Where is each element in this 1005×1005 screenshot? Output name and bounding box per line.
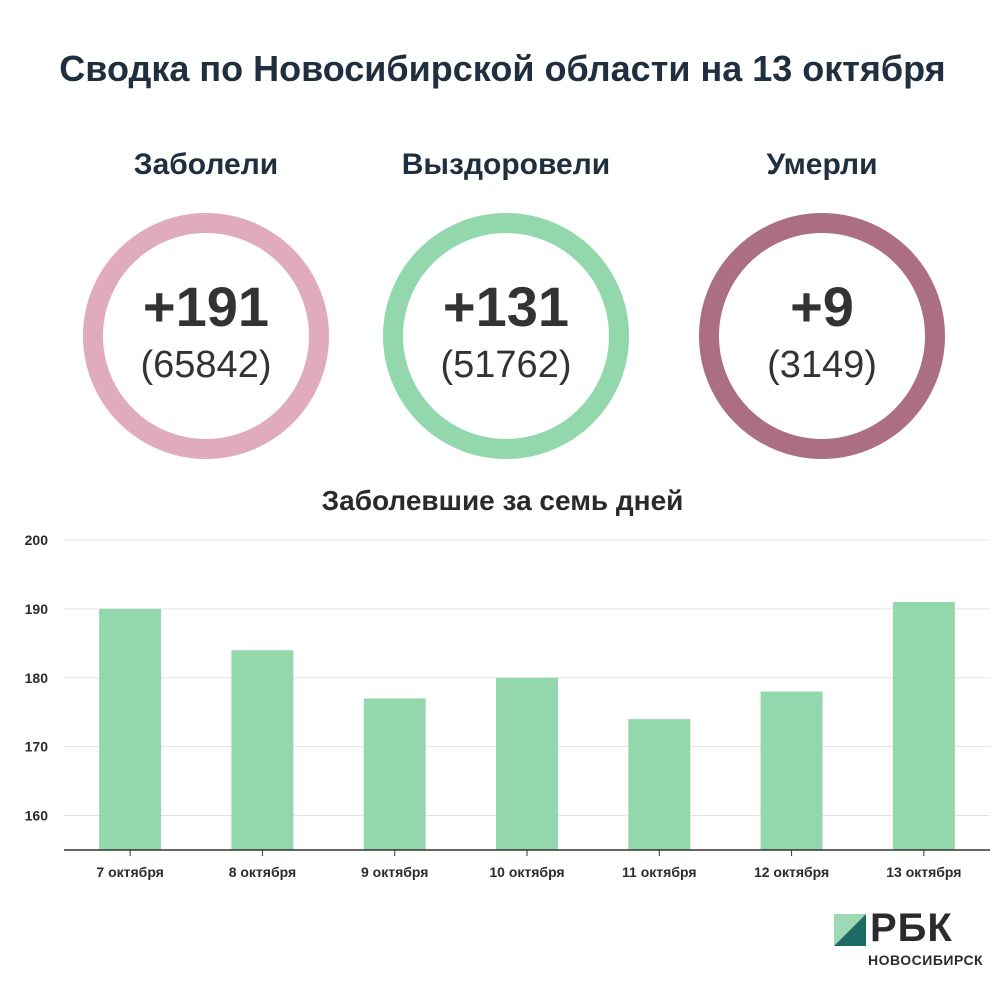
x-tick-label: 13 октября bbox=[886, 864, 961, 880]
bar-chart: 160 170 180 190 200 7 октября 8 октября 9 октяб… bbox=[25, 532, 990, 880]
stat-recovered-ring: +131 (51762) bbox=[383, 213, 629, 459]
chart-title: Заболевшие за семь дней bbox=[321, 485, 684, 516]
stat-infected: Заболели +191 (65842) bbox=[76, 145, 336, 459]
stat-deaths-label: Умерли bbox=[766, 148, 878, 181]
bar bbox=[99, 608, 162, 850]
rbc-logo-mark bbox=[834, 914, 866, 946]
stat-infected-total: (65842) bbox=[140, 344, 272, 386]
stat-deaths-ring: +9 (3149) bbox=[699, 213, 945, 459]
bar bbox=[363, 698, 426, 850]
x-tick-label: 7 октября bbox=[96, 864, 163, 880]
x-tick-label: 10 октября bbox=[489, 864, 564, 880]
stat-recovered: Выздоровели +131 (51762) bbox=[376, 145, 636, 459]
y-tick-label: 190 bbox=[25, 601, 49, 617]
y-tick-label: 160 bbox=[25, 808, 49, 824]
x-tick-label: 9 октября bbox=[361, 864, 428, 880]
stat-infected-label: Заболели bbox=[133, 148, 279, 181]
bar bbox=[760, 691, 823, 850]
x-tick-label: 8 октября bbox=[229, 864, 296, 880]
page-title: Сводка по Новосибирской области на 13 ок… bbox=[59, 48, 946, 89]
stat-recovered-delta: +131 bbox=[442, 275, 570, 338]
bar bbox=[892, 602, 955, 850]
x-tick-label: 12 октября bbox=[754, 864, 829, 880]
stat-infected-delta: +191 bbox=[142, 275, 270, 338]
stat-infected-ring: +191 (65842) bbox=[83, 213, 329, 459]
y-tick-label: 180 bbox=[25, 670, 49, 686]
stat-deaths-delta: +9 bbox=[790, 275, 854, 338]
rbc-logo-text: РБК bbox=[870, 906, 953, 950]
rbc-logo-subtitle: НОВОСИБИРСК bbox=[868, 952, 984, 968]
y-tick-label: 170 bbox=[25, 739, 49, 755]
stat-deaths: Умерли +9 (3149) bbox=[692, 145, 952, 459]
rbc-logo: РБК НОВОСИБИРСК bbox=[834, 906, 1004, 970]
stat-recovered-total: (51762) bbox=[440, 344, 572, 386]
stat-deaths-total: (3149) bbox=[767, 344, 877, 386]
bar bbox=[628, 719, 691, 850]
bar bbox=[496, 677, 558, 850]
y-tick-label: 200 bbox=[25, 532, 49, 548]
stat-recovered-label: Выздоровели bbox=[401, 148, 611, 181]
x-tick-label: 11 октября bbox=[622, 864, 696, 880]
bar bbox=[231, 650, 294, 850]
